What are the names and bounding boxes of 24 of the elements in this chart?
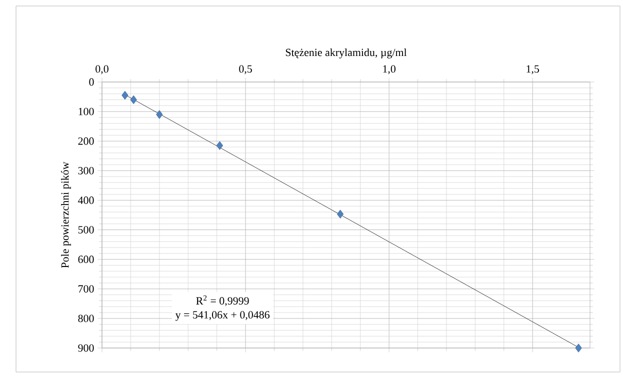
x-tick-label: 0,5 (239, 65, 252, 74)
y-tick-label: 900 (78, 344, 94, 352)
y-tick-label: 0 (89, 78, 94, 86)
y-tick-label: 500 (78, 226, 94, 234)
point (336, 210, 344, 218)
annotation: R$^{2}$ = 0,9999 (196, 295, 249, 306)
y-tick-label: 600 (78, 256, 94, 264)
y-tick-label: 200 (78, 137, 94, 145)
x-tick-label: 0,0 (96, 65, 108, 74)
point (216, 141, 224, 150)
y-axis-title: Pole powierzchni pików (61, 162, 71, 268)
point (130, 95, 137, 104)
point (156, 110, 163, 119)
y-tick-label: 800 (78, 314, 94, 322)
y-tick-label: 700 (78, 285, 94, 293)
point (122, 90, 128, 100)
y-tick-label: 400 (78, 196, 94, 204)
x-axis-title: Stężenie akrylamidu, µg/ml (286, 48, 407, 58)
y-tick-label: 300 (78, 166, 94, 174)
x-tick-label: 1,5 (526, 65, 540, 74)
x-tick-label: 1,0 (383, 65, 396, 74)
annotation: y = 541,06x + 0,0486 (175, 311, 270, 321)
y-tick-label: 100 (78, 108, 94, 116)
point (575, 344, 582, 352)
